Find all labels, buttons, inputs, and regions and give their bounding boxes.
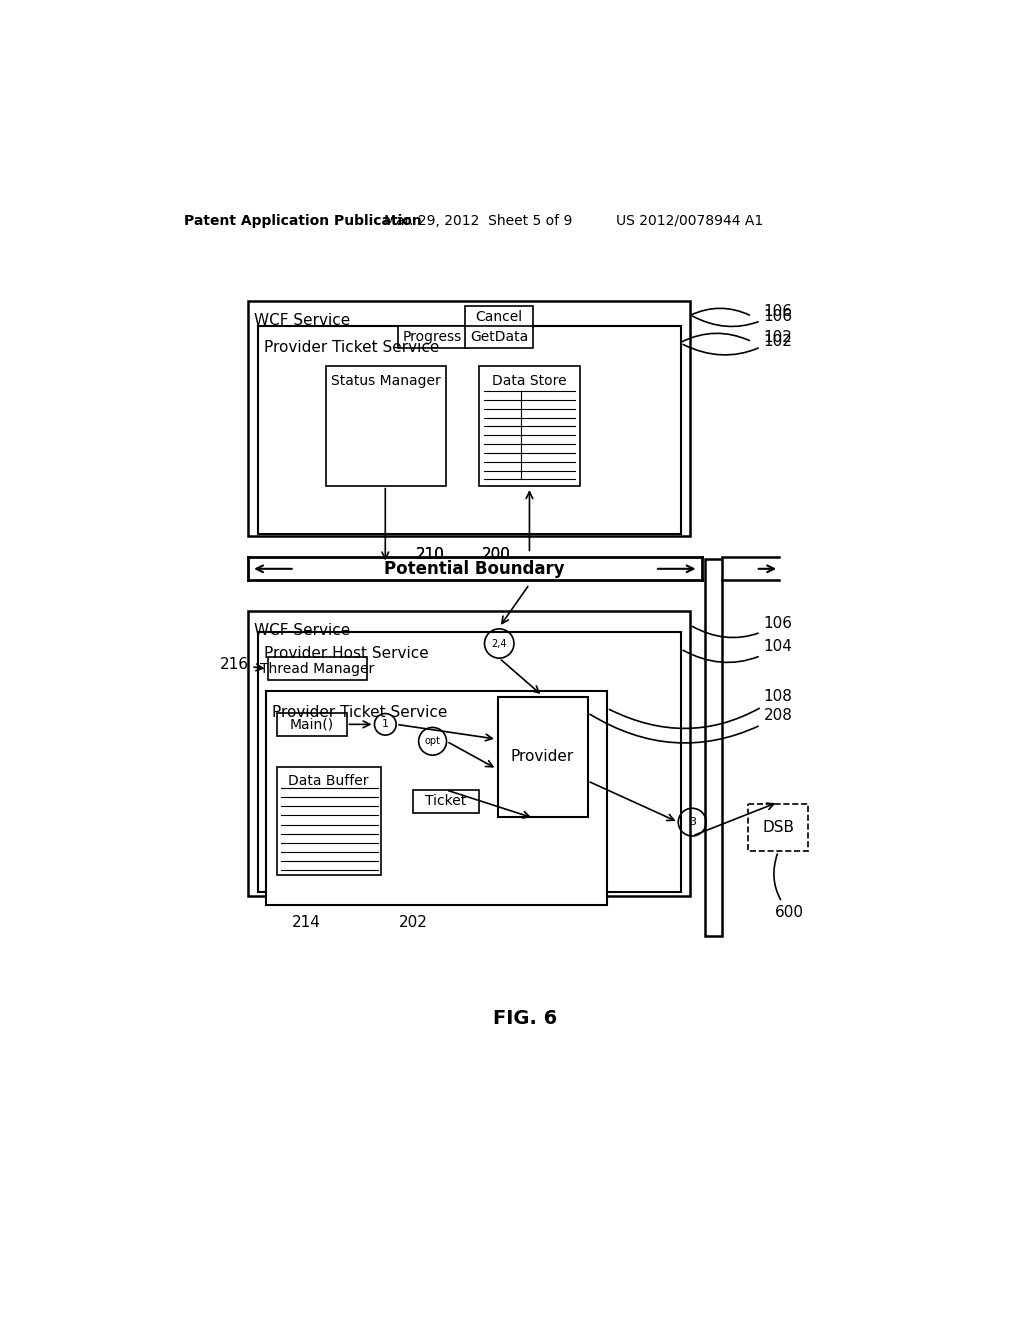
Bar — [499, 697, 588, 817]
Text: 3: 3 — [689, 817, 695, 828]
Text: 2,4: 2,4 — [492, 639, 507, 648]
Text: Thread Manager: Thread Manager — [260, 661, 374, 676]
Text: Main(): Main() — [290, 717, 334, 731]
Text: 210: 210 — [416, 548, 444, 562]
Text: 214: 214 — [292, 915, 321, 929]
Text: 106: 106 — [764, 309, 793, 323]
Bar — [248, 611, 690, 896]
Text: 104: 104 — [683, 639, 793, 663]
Text: DSB: DSB — [762, 820, 795, 836]
Text: US 2012/0078944 A1: US 2012/0078944 A1 — [616, 214, 764, 228]
Text: Status Manager: Status Manager — [331, 374, 440, 388]
Bar — [397, 326, 466, 348]
Text: Progress: Progress — [402, 330, 462, 345]
Text: Ticket: Ticket — [425, 795, 466, 808]
Text: Patent Application Publication: Patent Application Publication — [183, 214, 422, 228]
Bar — [248, 301, 690, 536]
Text: Provider Host Service: Provider Host Service — [264, 645, 429, 661]
Text: WCF Service: WCF Service — [254, 623, 350, 639]
Text: 108: 108 — [609, 689, 793, 729]
Bar — [479, 367, 580, 486]
Text: 106: 106 — [692, 304, 793, 326]
Bar — [706, 558, 722, 936]
Text: 1: 1 — [382, 719, 389, 730]
Bar — [465, 306, 534, 327]
Text: Data Buffer: Data Buffer — [289, 775, 369, 788]
Bar — [276, 713, 346, 737]
Text: 200: 200 — [481, 548, 511, 562]
Bar — [258, 326, 681, 535]
Text: 210: 210 — [416, 548, 444, 562]
Bar — [258, 632, 681, 892]
Bar — [266, 692, 607, 906]
Text: 202: 202 — [398, 915, 428, 929]
Bar — [748, 804, 809, 851]
Text: 102: 102 — [683, 330, 793, 355]
Text: Cancel: Cancel — [476, 310, 523, 323]
Text: 102: 102 — [764, 334, 793, 350]
Bar — [276, 767, 381, 874]
Text: Mar. 29, 2012  Sheet 5 of 9: Mar. 29, 2012 Sheet 5 of 9 — [384, 214, 572, 228]
Text: Provider: Provider — [511, 750, 574, 764]
Text: 200: 200 — [481, 548, 511, 562]
Text: Potential Boundary: Potential Boundary — [384, 560, 565, 578]
Text: GetData: GetData — [470, 330, 528, 345]
Bar — [326, 367, 445, 486]
Bar — [267, 657, 367, 681]
Text: opt: opt — [425, 737, 440, 746]
Text: WCF Service: WCF Service — [254, 313, 350, 329]
Text: Provider Ticket Service: Provider Ticket Service — [272, 705, 447, 721]
Text: 106: 106 — [692, 616, 793, 638]
Text: 216: 216 — [219, 657, 263, 672]
Text: FIG. 6: FIG. 6 — [493, 1010, 557, 1028]
Text: 208: 208 — [590, 709, 793, 743]
Text: Provider Ticket Service: Provider Ticket Service — [264, 341, 439, 355]
Bar — [465, 326, 534, 348]
Bar — [414, 789, 479, 813]
Text: 600: 600 — [774, 854, 804, 920]
Text: Data Store: Data Store — [493, 374, 566, 388]
